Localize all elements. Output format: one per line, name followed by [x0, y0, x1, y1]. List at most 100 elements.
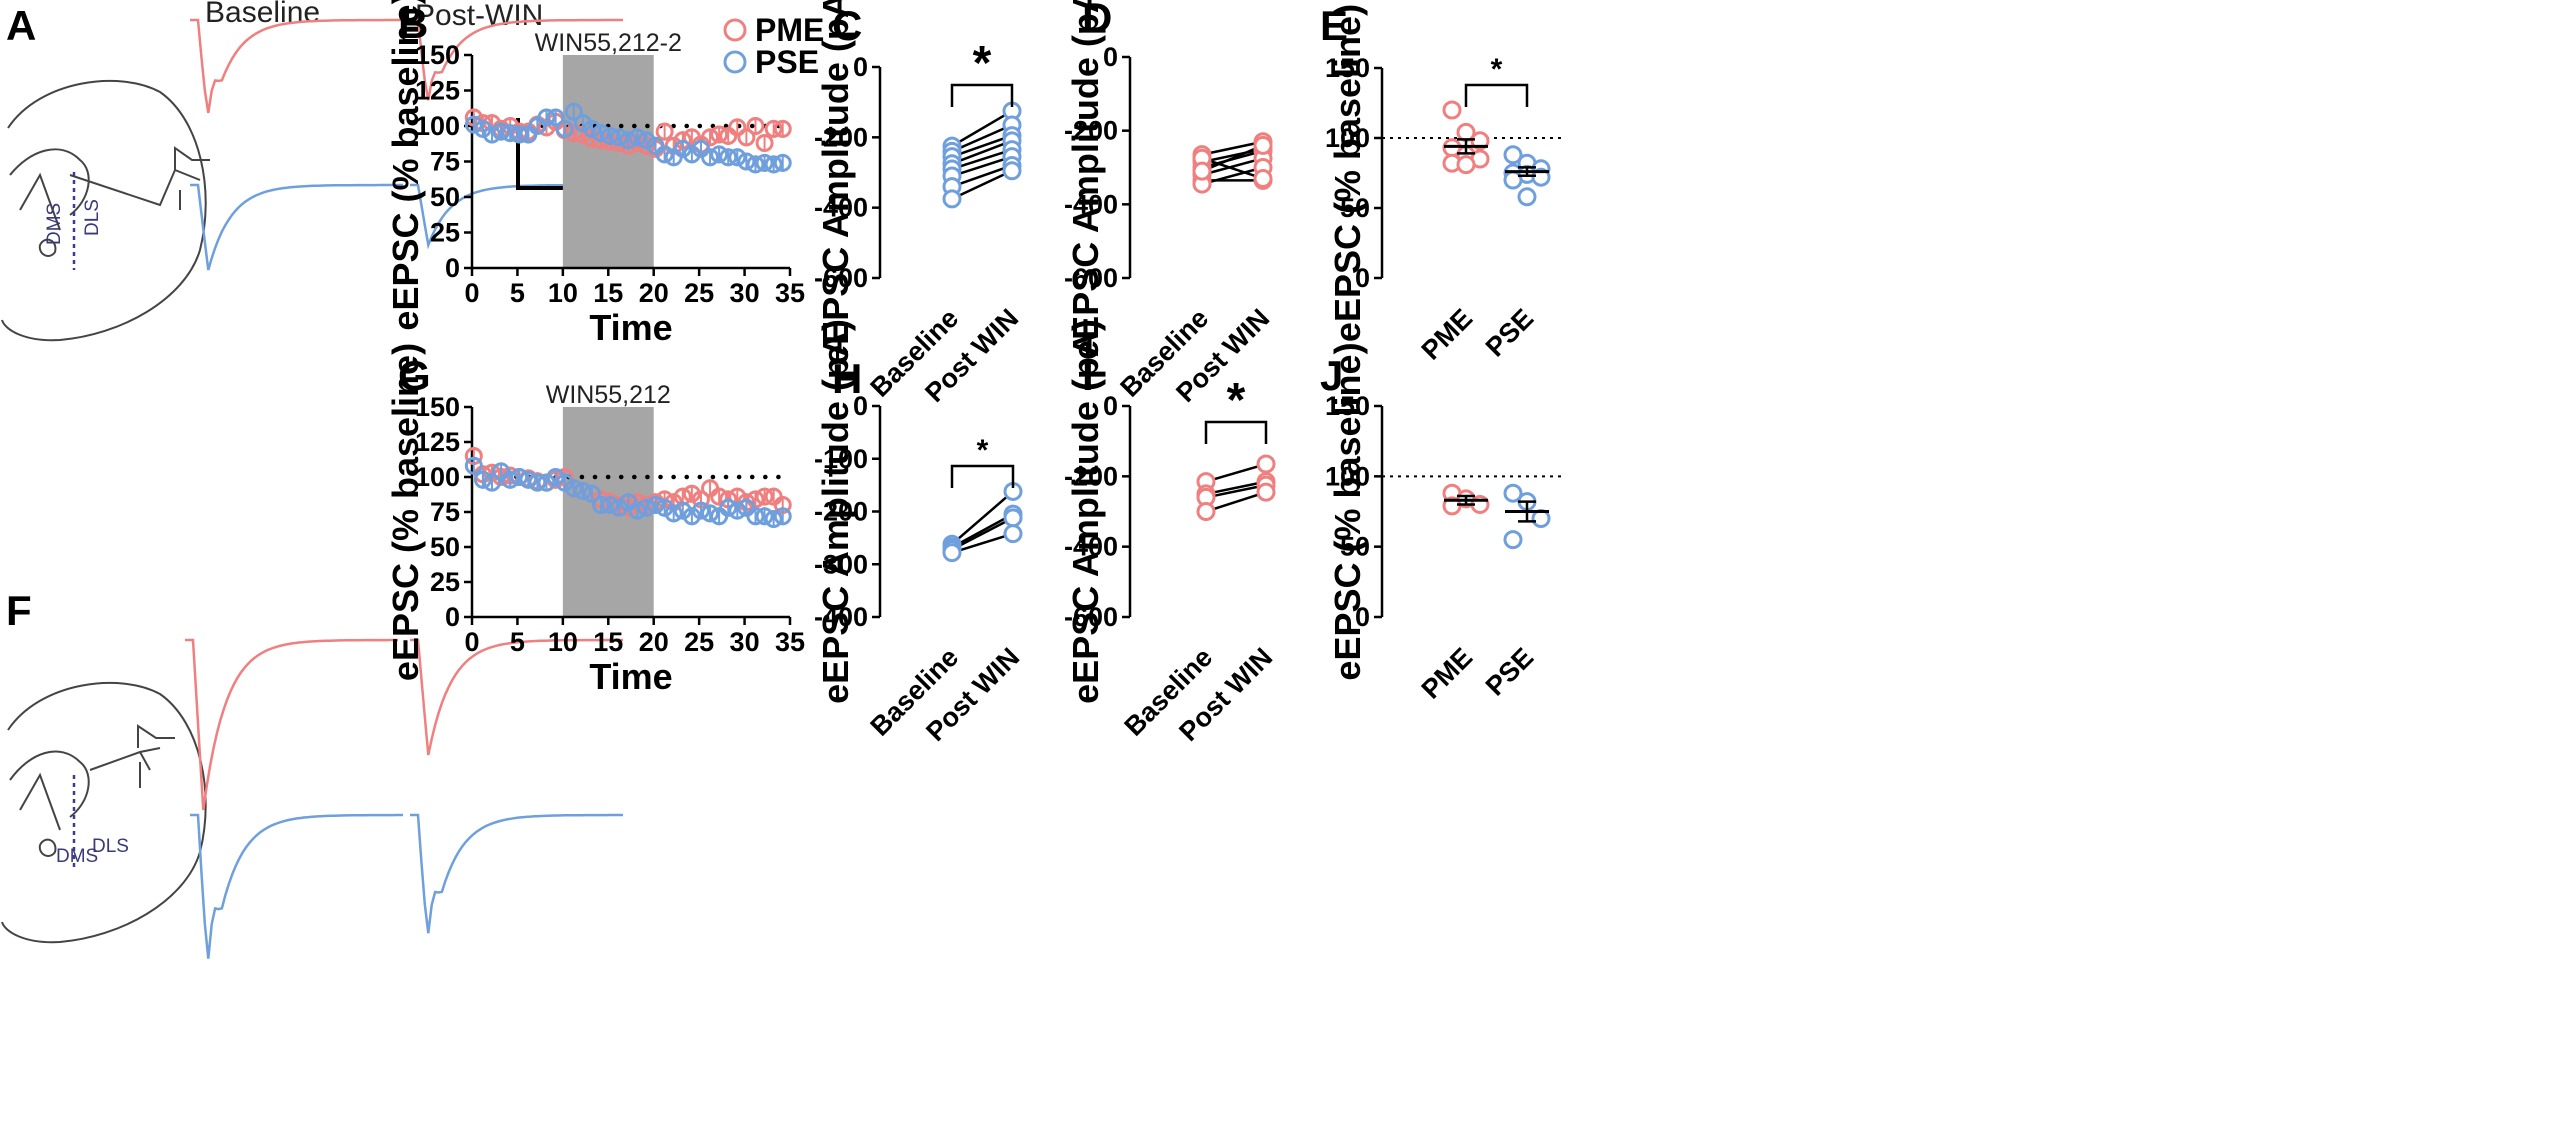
data-point-pse	[728, 148, 747, 167]
panel-label-i: I	[1082, 352, 1094, 399]
y-tick-label: 100	[1325, 461, 1370, 491]
data-point-pse	[582, 484, 601, 503]
data-point-pme	[773, 119, 792, 138]
y-axis-label: eEPSC (% baseline)	[385, 343, 426, 681]
data-point-pse	[619, 131, 638, 150]
x-tick-label: 30	[730, 627, 760, 657]
data-point-pse	[582, 119, 601, 138]
x-category-label: PME	[1416, 642, 1479, 705]
y-tick-label: 150	[415, 40, 460, 70]
x-tick-label: 5	[510, 278, 525, 308]
y-axis-label: eEPSC (% baseline)	[1327, 342, 1368, 680]
y-tick-label: 150	[415, 392, 460, 422]
data-point-pse	[1503, 483, 1523, 503]
y-tick-label: -200	[814, 122, 868, 152]
brain-outline	[1, 79, 207, 342]
anterior-commissure	[38, 838, 57, 857]
data-point-pme	[755, 487, 774, 506]
pair-line	[951, 513, 1014, 549]
trace-f-pme-postwin	[410, 638, 623, 756]
pair-line	[951, 123, 1013, 153]
post-win-point	[1002, 161, 1022, 181]
pair-line	[951, 155, 1013, 178]
significance-star: *	[1491, 53, 1503, 86]
y-axis-label: eEPSC Amplitude (pA)	[815, 0, 856, 365]
y-tick-label: 0	[1355, 602, 1370, 632]
data-point-pse	[546, 108, 565, 127]
data-point-pme	[1442, 496, 1462, 516]
x-tick-label: 25	[684, 627, 714, 657]
trace-a-pme-postwin	[410, 18, 623, 101]
significance-star: *	[977, 434, 989, 467]
pair-line	[951, 139, 1013, 165]
y-tick-label: 150	[1325, 391, 1370, 421]
data-point-pme	[682, 484, 701, 503]
y-tick-label: 75	[430, 497, 460, 527]
data-point-pse	[1503, 530, 1523, 550]
y-axis-label: eEPSC (% baseline)	[1327, 4, 1368, 342]
data-point-pse	[746, 507, 765, 526]
data-point-pme	[755, 134, 774, 153]
y-tick-label: -400	[1064, 189, 1118, 219]
x-tick-label: 30	[730, 278, 760, 308]
significance-star: *	[973, 37, 992, 90]
pair-line	[1201, 157, 1264, 177]
panel-label-f: F	[6, 587, 32, 634]
y-tick-label: 0	[853, 391, 868, 421]
data-point-pse	[1517, 187, 1537, 207]
data-point-pse	[655, 498, 674, 517]
post-win-title: Post-WIN	[415, 0, 543, 32]
y-tick-label: 25	[430, 567, 460, 597]
y-tick-label: -100	[814, 444, 868, 474]
data-point-pse	[628, 128, 647, 147]
panel-label-g: G	[398, 352, 431, 399]
legend-marker-pse	[723, 50, 747, 74]
panel-label-a: A	[6, 2, 36, 49]
trace-f-pme-baseline	[185, 638, 398, 811]
drug-label: WIN55,212	[546, 381, 671, 409]
pair-line	[951, 516, 1014, 551]
y-tick-label: -400	[814, 193, 868, 223]
data-point-pse	[473, 470, 492, 489]
data-point-pse	[746, 155, 765, 174]
y-tick-label: -300	[814, 549, 868, 579]
data-point-pse	[728, 501, 747, 520]
data-point-pse	[492, 122, 511, 141]
data-point-pse	[501, 470, 520, 489]
data-point-pse	[601, 126, 620, 145]
data-point-pme	[746, 117, 765, 135]
significance-bracket	[1204, 420, 1268, 444]
x-tick-label: 15	[593, 278, 623, 308]
baseline-point	[1192, 161, 1212, 181]
y-tick-label: -200	[1064, 461, 1118, 491]
data-point-pse	[1503, 145, 1523, 165]
y-tick-label: -600	[1064, 602, 1118, 632]
x-tick-label: 20	[639, 627, 669, 657]
x-category-label: PSE	[1480, 642, 1539, 701]
data-point-pse	[592, 124, 611, 143]
data-point-pse	[637, 498, 656, 517]
data-point-pse	[592, 496, 611, 514]
y-tick-label: -600	[814, 263, 868, 293]
data-point-pse	[682, 507, 701, 526]
x-tick-label: 0	[464, 627, 479, 657]
pair-line	[1201, 140, 1264, 156]
y-tick-label: 50	[430, 532, 460, 562]
x-category-label: PME	[1416, 303, 1479, 366]
x-tick-label: 5	[510, 627, 525, 657]
data-point-pse	[555, 119, 574, 138]
brain-slice-schematic-a	[1, 79, 210, 342]
data-point-pme	[564, 124, 583, 143]
y-axis-label: eEPSC Amplitude (pA)	[1065, 319, 1106, 704]
data-point-pse	[537, 108, 556, 127]
pair-line	[1205, 483, 1267, 499]
significance-star: *	[1227, 374, 1246, 427]
data-point-pse	[501, 124, 520, 143]
panel-label-d: D	[1082, 0, 1112, 41]
electrode-outline	[19, 168, 201, 231]
